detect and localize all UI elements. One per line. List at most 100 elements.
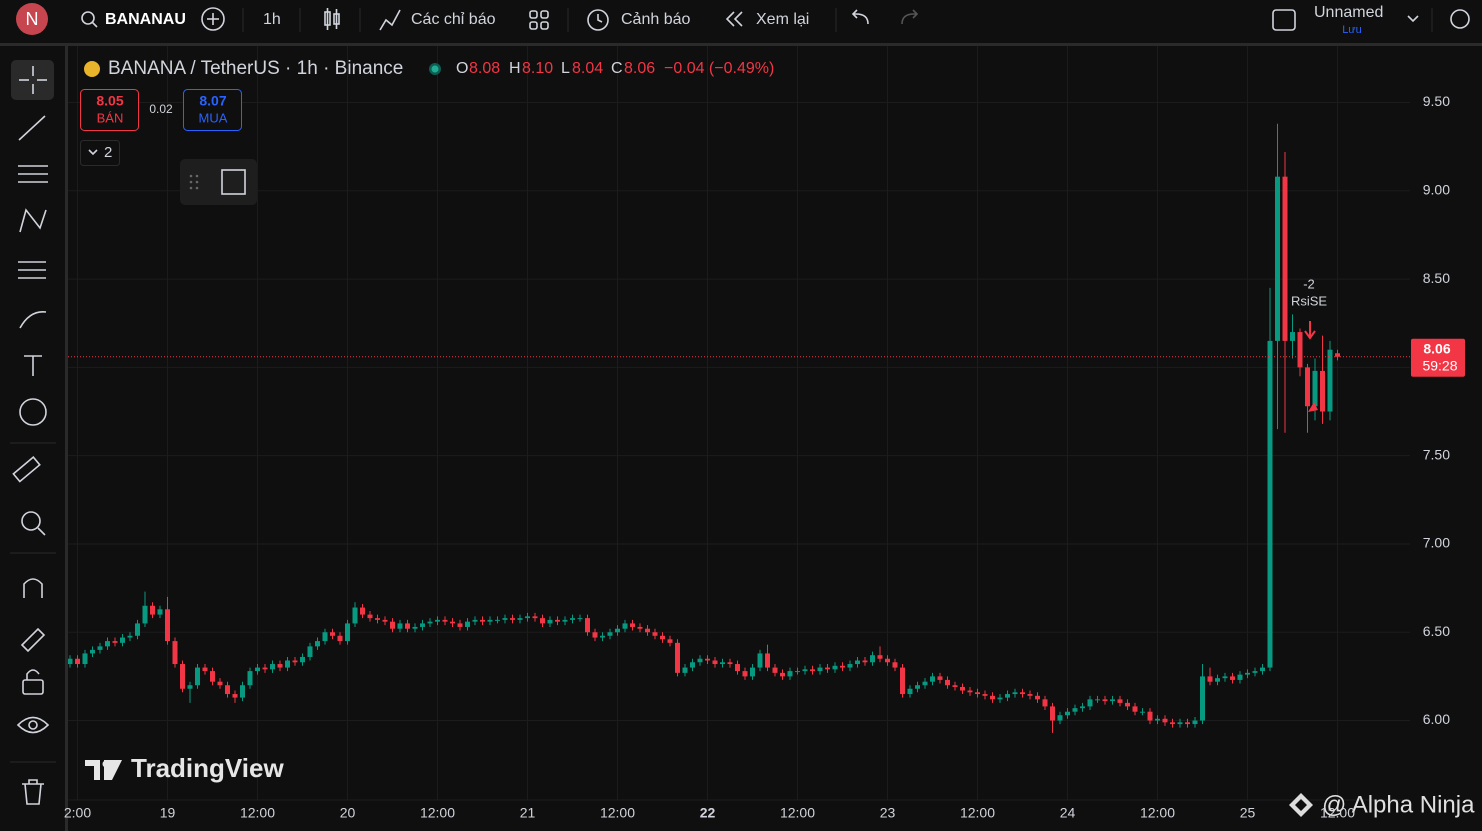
candle-body bbox=[997, 697, 1003, 700]
candle-body bbox=[480, 619, 485, 622]
candle-body bbox=[667, 639, 673, 643]
drawing-tools[interactable] bbox=[12, 66, 50, 805]
legend-label: H bbox=[509, 60, 521, 77]
candle-body bbox=[202, 667, 208, 672]
candle-body bbox=[180, 664, 185, 689]
symbol-logo bbox=[84, 61, 100, 77]
avatar[interactable] bbox=[16, 3, 48, 35]
candle-body bbox=[210, 671, 215, 682]
candle-body bbox=[1012, 692, 1018, 695]
candle-body bbox=[915, 685, 920, 689]
legend-label: L bbox=[561, 60, 570, 77]
candle-body bbox=[562, 619, 568, 622]
x-tick-label: 24 bbox=[1060, 805, 1076, 821]
x-tick-label: 23 bbox=[880, 805, 896, 821]
symbol-search[interactable]: BANANAU bbox=[105, 11, 186, 28]
add-symbol[interactable] bbox=[201, 7, 225, 31]
candle-body bbox=[307, 646, 313, 657]
candle-body bbox=[1275, 176, 1280, 341]
plot-area bbox=[68, 46, 1410, 800]
candle-body bbox=[1177, 722, 1183, 725]
x-tick-label: 12:00 bbox=[1320, 805, 1355, 821]
candle-body bbox=[532, 616, 538, 619]
candle-body bbox=[367, 614, 373, 619]
candle-body bbox=[900, 667, 905, 695]
candle-body bbox=[967, 690, 973, 693]
y-tick-label: 7.50 bbox=[1423, 446, 1450, 462]
candle-body bbox=[645, 628, 650, 633]
indicators[interactable]: Các chỉ báo bbox=[411, 11, 496, 28]
interval[interactable]: 1h bbox=[263, 11, 281, 28]
legend-label: O bbox=[456, 60, 468, 77]
candle-body bbox=[855, 660, 860, 665]
x-tick-label: 12:00 bbox=[780, 805, 815, 821]
candle-body bbox=[1057, 715, 1063, 721]
save-button[interactable]: Lưu bbox=[1342, 24, 1362, 36]
candle-body bbox=[735, 664, 740, 672]
layout-toggle[interactable] bbox=[1272, 9, 1296, 31]
layout-name[interactable]: Unnamed bbox=[1314, 4, 1383, 21]
candle-body bbox=[690, 662, 695, 668]
candle-body bbox=[1162, 718, 1168, 723]
candle-body bbox=[705, 658, 710, 661]
alerts[interactable]: Cảnh báo bbox=[621, 11, 690, 28]
candle-body bbox=[157, 609, 163, 615]
x-tick-label: 25 bbox=[1240, 805, 1256, 821]
candle-body bbox=[270, 664, 275, 670]
brand-watermark: TradingView bbox=[131, 753, 284, 783]
candle-body bbox=[885, 658, 890, 663]
candle-body bbox=[1005, 694, 1010, 698]
legend-value: 8.06 bbox=[624, 60, 655, 77]
candle-body bbox=[547, 619, 553, 624]
candle-body bbox=[907, 688, 913, 695]
candle-body bbox=[150, 605, 155, 615]
candle-body bbox=[1222, 676, 1228, 679]
replay[interactable]: Xem lại bbox=[756, 11, 809, 28]
candle-body bbox=[750, 667, 755, 677]
candle-body bbox=[420, 623, 425, 627]
candle-body bbox=[540, 618, 545, 624]
chart-type[interactable] bbox=[324, 8, 340, 30]
annotation: RsiSE bbox=[1291, 293, 1327, 308]
candle-body bbox=[780, 672, 785, 677]
legend-value: 8.10 bbox=[522, 60, 553, 77]
templates[interactable] bbox=[529, 10, 549, 30]
candle-body bbox=[937, 676, 943, 680]
credit-watermark: @ Alpha Ninja bbox=[1322, 791, 1475, 818]
x-tick-label: 20 bbox=[340, 805, 356, 821]
candle-body bbox=[862, 660, 868, 663]
candle-body bbox=[292, 660, 298, 663]
left-toolbar bbox=[10, 46, 68, 831]
candle-body bbox=[600, 635, 605, 638]
x-tick-label: 12:00 bbox=[960, 805, 995, 821]
candle-body bbox=[75, 658, 80, 665]
buy-button[interactable] bbox=[183, 89, 242, 131]
quick-search[interactable] bbox=[1450, 9, 1470, 29]
candle-body bbox=[975, 692, 980, 695]
candle-body bbox=[97, 646, 103, 650]
candle-body bbox=[1155, 718, 1160, 721]
collapse-button[interactable] bbox=[80, 140, 120, 166]
rectangle-tool[interactable] bbox=[221, 169, 246, 195]
x-tick-label: 22 bbox=[700, 805, 716, 821]
candle-body bbox=[922, 681, 928, 686]
x-tick-label: 12:00 bbox=[240, 805, 275, 821]
candle-body bbox=[1260, 667, 1265, 672]
candle-body bbox=[1207, 676, 1213, 682]
candle-body bbox=[352, 607, 358, 624]
candle-body bbox=[1095, 699, 1100, 701]
candle-body bbox=[720, 662, 725, 665]
y-tick-label: 7.00 bbox=[1423, 535, 1450, 551]
redo[interactable] bbox=[901, 9, 919, 25]
undo[interactable] bbox=[851, 9, 869, 25]
candle-body bbox=[660, 635, 665, 640]
candle-body bbox=[232, 694, 238, 698]
candle-body bbox=[240, 685, 245, 698]
annotation: -2 bbox=[1303, 276, 1315, 291]
sell-button[interactable] bbox=[80, 89, 139, 131]
legend-value: 8.04 bbox=[572, 60, 603, 77]
candle-body bbox=[622, 623, 628, 629]
candle-body bbox=[570, 618, 575, 620]
candle-body bbox=[360, 607, 365, 615]
